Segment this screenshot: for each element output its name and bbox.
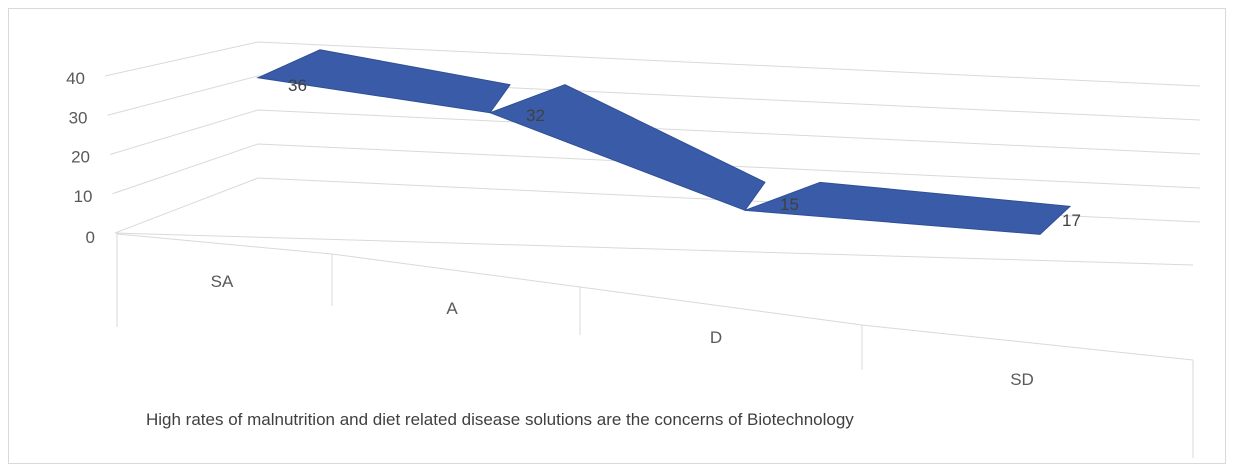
- category-label: SD: [1010, 370, 1034, 389]
- y-tick-label: 30: [69, 108, 88, 127]
- gridline: [107, 75, 1201, 121]
- ribbon-segment: [744, 181, 1072, 235]
- data-label: 17: [1062, 211, 1081, 230]
- labels: 0 10 20 30 40 SA A D SD 36 32 15 17 High rates of mal…: [66, 69, 1081, 429]
- y-tick-label: 20: [71, 148, 90, 167]
- y-tick-label: 40: [66, 69, 85, 88]
- category-axis-line: [114, 232, 1194, 266]
- floor-edge: [116, 233, 1194, 361]
- gridline: [104, 41, 1201, 87]
- y-tick-label: 0: [86, 228, 95, 247]
- gridline: [112, 143, 1201, 195]
- category-label: A: [446, 299, 458, 318]
- data-label: 32: [526, 106, 545, 125]
- data-label: 36: [288, 76, 307, 95]
- ribbon-segment: [256, 49, 511, 114]
- category-label: SA: [211, 272, 234, 291]
- data-label: 15: [780, 195, 799, 214]
- gridline: [109, 109, 1201, 155]
- axes: [114, 232, 1194, 458]
- y-tick-label: 10: [74, 187, 93, 206]
- ribbon-segment: [488, 84, 766, 211]
- ribbon-series: [256, 49, 1072, 235]
- x-axis-title: High rates of malnutrition and diet rela…: [146, 410, 854, 429]
- category-label: D: [710, 328, 722, 347]
